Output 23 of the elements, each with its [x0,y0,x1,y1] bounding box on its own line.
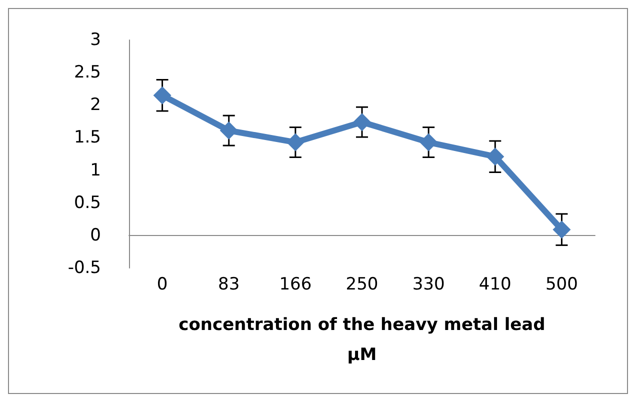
y-tick-label: 0.5 [74,192,101,213]
x-tick-label: 166 [279,274,312,294]
point [286,133,304,152]
x-tick-label: 250 [346,274,378,294]
x-tick-label: 500 [545,274,578,294]
y-tick-label: 3 [90,30,101,50]
x-axis-title: concentration of the heavy metal lead µM [178,315,546,365]
point [220,122,238,140]
x-tick-label: 410 [478,274,512,294]
point [486,148,504,166]
x-tick-label: 330 [412,274,445,294]
x-tick-label: 83 [218,274,240,294]
y-tick-label: 1 [90,160,101,180]
point [353,113,371,132]
y-tick-label: 2 [90,95,101,116]
y-tick-label: 0 [90,225,101,246]
point [552,220,571,239]
y-tick-label: 2.5 [74,62,101,83]
y-tick-label: 1.5 [74,128,101,148]
point [420,133,438,152]
y-tick-label: -0.5 [68,258,101,278]
point [153,86,172,104]
x-tick-label: 0 [156,274,168,294]
